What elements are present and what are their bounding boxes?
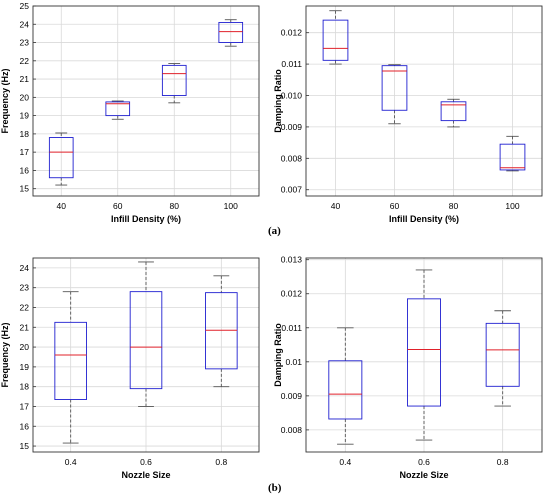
x-axis-label: Infill Density (%) xyxy=(389,214,459,224)
y-axis-label: Frequency (Hz) xyxy=(0,68,10,133)
panel-label-b: (b) xyxy=(268,482,282,494)
box xyxy=(218,21,244,43)
box xyxy=(54,321,87,400)
y-tick-label: 16 xyxy=(20,165,30,175)
x-tick-label: 40 xyxy=(57,201,67,211)
x-axis-label: Infill Density (%) xyxy=(111,214,181,224)
y-tick-label: 0.008 xyxy=(281,425,303,435)
y-tick-label: 19 xyxy=(20,111,30,121)
chart-2: 0.007 0.008 0.009 0.010 0.011 0.012 40 60 80 100 I… xyxy=(273,5,543,224)
chart-3: 15 16 17 18 19 20 21 22 23 24 0.4 0.6 0.8 Nozzle Size… xyxy=(0,257,260,480)
y-tick-label: 15 xyxy=(20,441,30,451)
y-tick-label: 20 xyxy=(20,92,30,102)
x-tick-label: 0.4 xyxy=(65,457,77,467)
x-tick-label: 0.8 xyxy=(215,457,227,467)
y-tick-label: 20 xyxy=(20,342,30,352)
y-tick-label: 21 xyxy=(20,322,30,332)
y-tick-label: 0.01 xyxy=(285,357,302,367)
x-tick-label: 40 xyxy=(331,201,341,211)
axes-frame xyxy=(305,257,543,453)
x-tick-label: 80 xyxy=(449,201,459,211)
y-tick-label: 23 xyxy=(20,283,30,293)
y-tick-label: 15 xyxy=(20,184,30,194)
x-tick-label: 0.4 xyxy=(339,457,351,467)
y-tick-label: 25 xyxy=(20,1,30,11)
y-axis-label: Damping Ratio xyxy=(273,69,283,133)
y-tick-label: 19 xyxy=(20,362,30,372)
y-tick-label: 0.013 xyxy=(281,255,303,265)
y-tick-label: 0.009 xyxy=(281,391,303,401)
box xyxy=(322,19,349,61)
y-tick-label: 24 xyxy=(20,19,30,29)
y-tick-label: 21 xyxy=(20,74,30,84)
y-tick-label: 0.011 xyxy=(281,323,302,333)
y-tick-label: 0.008 xyxy=(281,153,303,163)
x-tick-label: 0.6 xyxy=(140,457,152,467)
x-tick-label: 100 xyxy=(224,201,238,211)
y-tick-label: 0.010 xyxy=(281,91,303,101)
y-tick-label: 0.011 xyxy=(281,59,302,69)
box xyxy=(161,64,187,96)
x-tick-label: 80 xyxy=(170,201,180,211)
panel-label-a: (a) xyxy=(268,225,281,237)
y-tick-label: 22 xyxy=(20,56,30,66)
box xyxy=(328,360,363,420)
box xyxy=(485,322,520,387)
y-tick-label: 22 xyxy=(20,302,30,312)
box xyxy=(440,101,467,122)
y-tick-label: 0.009 xyxy=(281,122,303,132)
axes-frame xyxy=(32,5,260,197)
y-tick-label: 0.012 xyxy=(281,289,303,299)
x-axis-label: Nozzle Size xyxy=(121,470,170,480)
y-tick-label: 24 xyxy=(20,263,30,273)
x-tick-label: 60 xyxy=(390,201,400,211)
chart-4: 0.008 0.009 0.01 0.011 0.012 0.013 0.4 0.6 0.8 No… xyxy=(273,255,543,480)
y-tick-label: 16 xyxy=(20,421,30,431)
x-tick-label: 0.6 xyxy=(418,457,430,467)
box xyxy=(407,298,441,407)
y-axis-label: Damping Ratio xyxy=(273,323,283,387)
box xyxy=(499,143,526,171)
x-tick-label: 60 xyxy=(113,201,123,211)
x-axis-label: Nozzle Size xyxy=(399,470,448,480)
box xyxy=(381,65,408,111)
y-tick-label: 0.012 xyxy=(281,28,303,38)
y-tick-label: 18 xyxy=(20,129,30,139)
y-tick-label: 18 xyxy=(20,382,30,392)
axes-frame xyxy=(305,5,543,197)
x-tick-label: 100 xyxy=(505,201,519,211)
box xyxy=(48,137,74,179)
box xyxy=(129,291,163,390)
chart-1: 15 16 17 18 19 20 21 22 23 24 25 40 60 80 100 Infill De… xyxy=(0,1,260,224)
y-axis-label: Frequency (Hz) xyxy=(0,322,10,387)
box xyxy=(105,101,131,117)
y-tick-label: 17 xyxy=(20,147,30,157)
y-tick-label: 0.007 xyxy=(281,185,303,195)
y-tick-label: 23 xyxy=(20,38,30,48)
y-tick-label: 17 xyxy=(20,401,30,411)
axes-frame xyxy=(32,257,260,453)
x-tick-label: 0.8 xyxy=(497,457,509,467)
